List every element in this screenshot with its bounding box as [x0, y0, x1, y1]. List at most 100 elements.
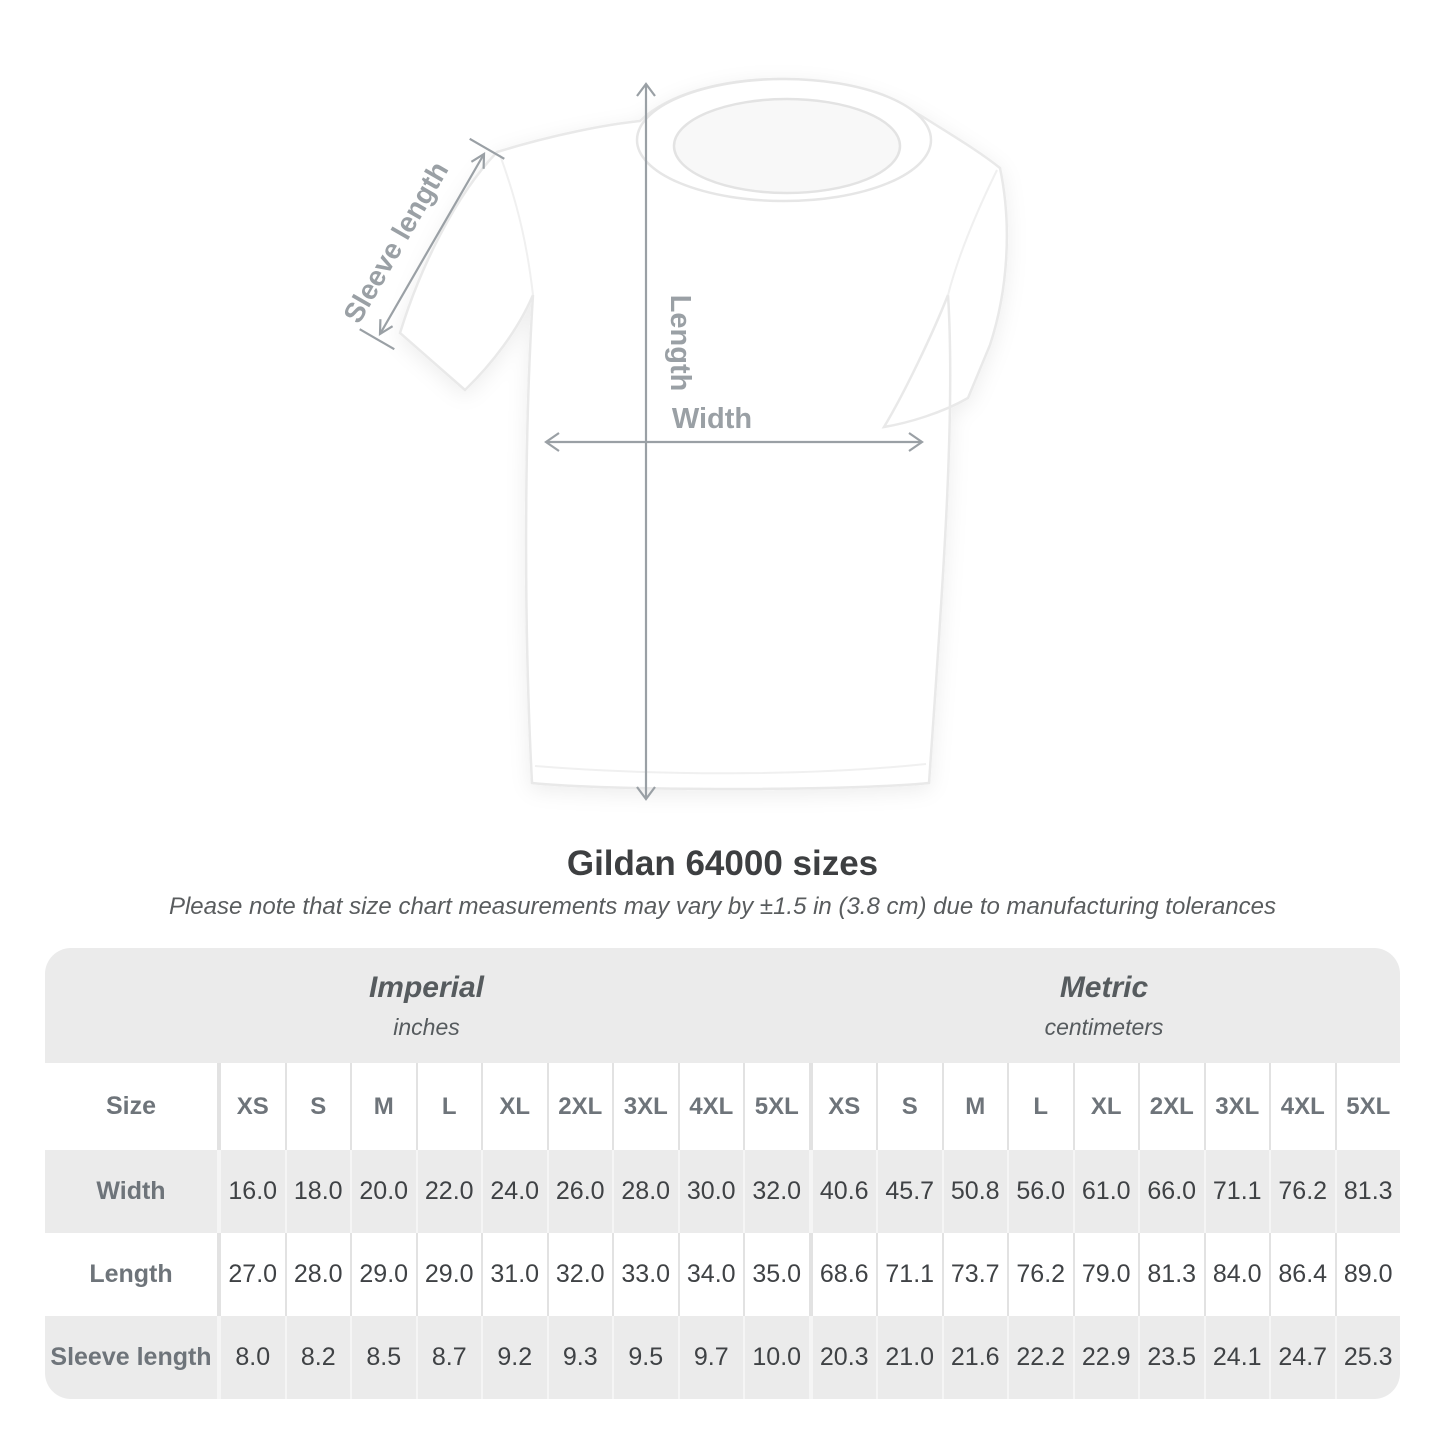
- value-cell: 9.3: [546, 1316, 613, 1399]
- value-cell: 71.1: [876, 1233, 942, 1316]
- size-header-row: Size XS S M L XL 2XL 3XL 4XL 5XL XS S M L XL 2XL 3XL 4X…: [45, 1063, 1400, 1150]
- value-cell: 20.3: [808, 1316, 877, 1399]
- value-cell: 8.0: [217, 1316, 285, 1399]
- value-cell: 24.7: [1269, 1316, 1335, 1399]
- value-cell: 40.6: [808, 1150, 877, 1233]
- value-cell: 61.0: [1072, 1150, 1139, 1233]
- size-cell: L: [1007, 1063, 1073, 1150]
- length-row: Length 27.0 28.0 29.0 29.0 31.0 32.0 33.0 34.0 3…: [45, 1233, 1400, 1316]
- value-cell: 32.0: [743, 1150, 809, 1233]
- metric-unit: centimeters: [1044, 1013, 1164, 1040]
- value-cell: 34.0: [677, 1233, 744, 1316]
- tshirt-measurement-diagram: Width Length Sleeve length: [337, 77, 1009, 801]
- width-arrow: [544, 432, 924, 452]
- value-cell: 66.0: [1138, 1150, 1204, 1233]
- size-cell: XL: [1072, 1063, 1139, 1150]
- value-cell: 21.6: [941, 1316, 1008, 1399]
- left-sleeve-seam: [499, 154, 534, 296]
- imperial-header: Imperial inches: [45, 948, 808, 1063]
- value-cell: 68.6: [808, 1233, 877, 1316]
- value-cell: 32.0: [546, 1233, 613, 1316]
- value-cell: 73.7: [941, 1233, 1008, 1316]
- width-label: Width: [672, 403, 752, 435]
- value-cell: 26.0: [546, 1150, 613, 1233]
- value-cell: 81.3: [1138, 1233, 1204, 1316]
- imperial-title: Imperial: [368, 970, 485, 1004]
- value-cell: 8.2: [284, 1316, 351, 1399]
- size-cell: S: [876, 1063, 942, 1150]
- value-cell: 29.0: [350, 1233, 416, 1316]
- metric-header: Metric centimeters: [808, 948, 1400, 1063]
- row-label: Width: [96, 1177, 166, 1205]
- value-cell: 9.7: [677, 1316, 744, 1399]
- value-cell: 76.2: [1269, 1150, 1335, 1233]
- size-cell: 5XL: [1334, 1063, 1401, 1150]
- tshirt-image: Width Length Sleeve length: [337, 77, 1009, 801]
- size-cell: 2XL: [546, 1063, 613, 1150]
- tshirt-silhouette: [398, 77, 1009, 791]
- value-cell: 10.0: [743, 1316, 809, 1399]
- value-cell: 31.0: [481, 1233, 547, 1316]
- value-cell: 24.1: [1203, 1316, 1270, 1399]
- size-cell: 5XL: [743, 1063, 809, 1150]
- value-cell: 23.5: [1138, 1316, 1204, 1399]
- value-cell: 25.3: [1334, 1316, 1401, 1399]
- value-cell: 30.0: [677, 1150, 744, 1233]
- value-cell: 35.0: [743, 1233, 809, 1316]
- tolerance-note: Please note that size chart measurements…: [168, 893, 1277, 920]
- length-label: Length: [664, 295, 696, 392]
- size-cell: M: [350, 1063, 416, 1150]
- size-cell: 2XL: [1138, 1063, 1204, 1150]
- value-cell: 16.0: [217, 1150, 285, 1233]
- value-cell: 27.0: [217, 1233, 285, 1316]
- value-cell: 8.5: [350, 1316, 416, 1399]
- row-label: Sleeve length: [50, 1343, 212, 1371]
- value-cell: 81.3: [1334, 1150, 1401, 1233]
- right-sleeve-seam: [947, 169, 998, 296]
- value-cell: 8.7: [415, 1316, 482, 1399]
- value-cell: 20.0: [350, 1150, 416, 1233]
- size-table: Imperial inches Metric centimeters Size …: [45, 948, 1400, 1399]
- value-cell: 21.0: [876, 1316, 942, 1399]
- value-cell: 28.0: [284, 1233, 351, 1316]
- value-cell: 33.0: [612, 1233, 678, 1316]
- size-cell: 3XL: [612, 1063, 678, 1150]
- value-cell: 79.0: [1072, 1233, 1139, 1316]
- value-cell: 22.9: [1072, 1316, 1139, 1399]
- value-cell: 89.0: [1334, 1233, 1401, 1316]
- value-cell: 18.0: [284, 1150, 351, 1233]
- measurement-arrows: [359, 82, 924, 801]
- size-cell: L: [415, 1063, 482, 1150]
- width-row: Width 16.0 18.0 20.0 22.0 24.0 26.0 28.0 30.0 32…: [45, 1150, 1400, 1233]
- size-cell: 3XL: [1203, 1063, 1270, 1150]
- sleeve-length-arrow: [359, 137, 505, 351]
- metric-title: Metric: [1059, 970, 1149, 1004]
- size-cell: M: [941, 1063, 1008, 1150]
- value-cell: 84.0: [1203, 1233, 1270, 1316]
- value-cell: 76.2: [1007, 1233, 1073, 1316]
- value-cell: 22.2: [1007, 1316, 1073, 1399]
- size-column-header: Size: [105, 1092, 157, 1120]
- sleeve-length-row: Sleeve length 8.0 8.2 8.5 8.7 9.2 9.3 9.5 9.7 10…: [45, 1316, 1400, 1399]
- size-cell: 4XL: [1269, 1063, 1335, 1150]
- size-cell: XL: [481, 1063, 547, 1150]
- value-cell: 45.7: [876, 1150, 942, 1233]
- value-cell: 9.5: [612, 1316, 678, 1399]
- size-cell: S: [284, 1063, 351, 1150]
- value-cell: 28.0: [612, 1150, 678, 1233]
- value-cell: 9.2: [481, 1316, 547, 1399]
- value-cell: 22.0: [415, 1150, 482, 1233]
- value-cell: 50.8: [941, 1150, 1008, 1233]
- value-cell: 24.0: [481, 1150, 547, 1233]
- collar-opening: [672, 97, 902, 195]
- value-cell: 56.0: [1007, 1150, 1073, 1233]
- size-cell: XS: [808, 1063, 877, 1150]
- size-cell: 4XL: [677, 1063, 744, 1150]
- value-cell: 86.4: [1269, 1233, 1335, 1316]
- size-cell: XS: [217, 1063, 285, 1150]
- value-cell: 29.0: [415, 1233, 482, 1316]
- imperial-unit: inches: [393, 1013, 460, 1040]
- row-label: Length: [89, 1260, 173, 1288]
- page-title: Gildan 64000 sizes: [566, 844, 879, 883]
- value-cell: 71.1: [1203, 1150, 1270, 1233]
